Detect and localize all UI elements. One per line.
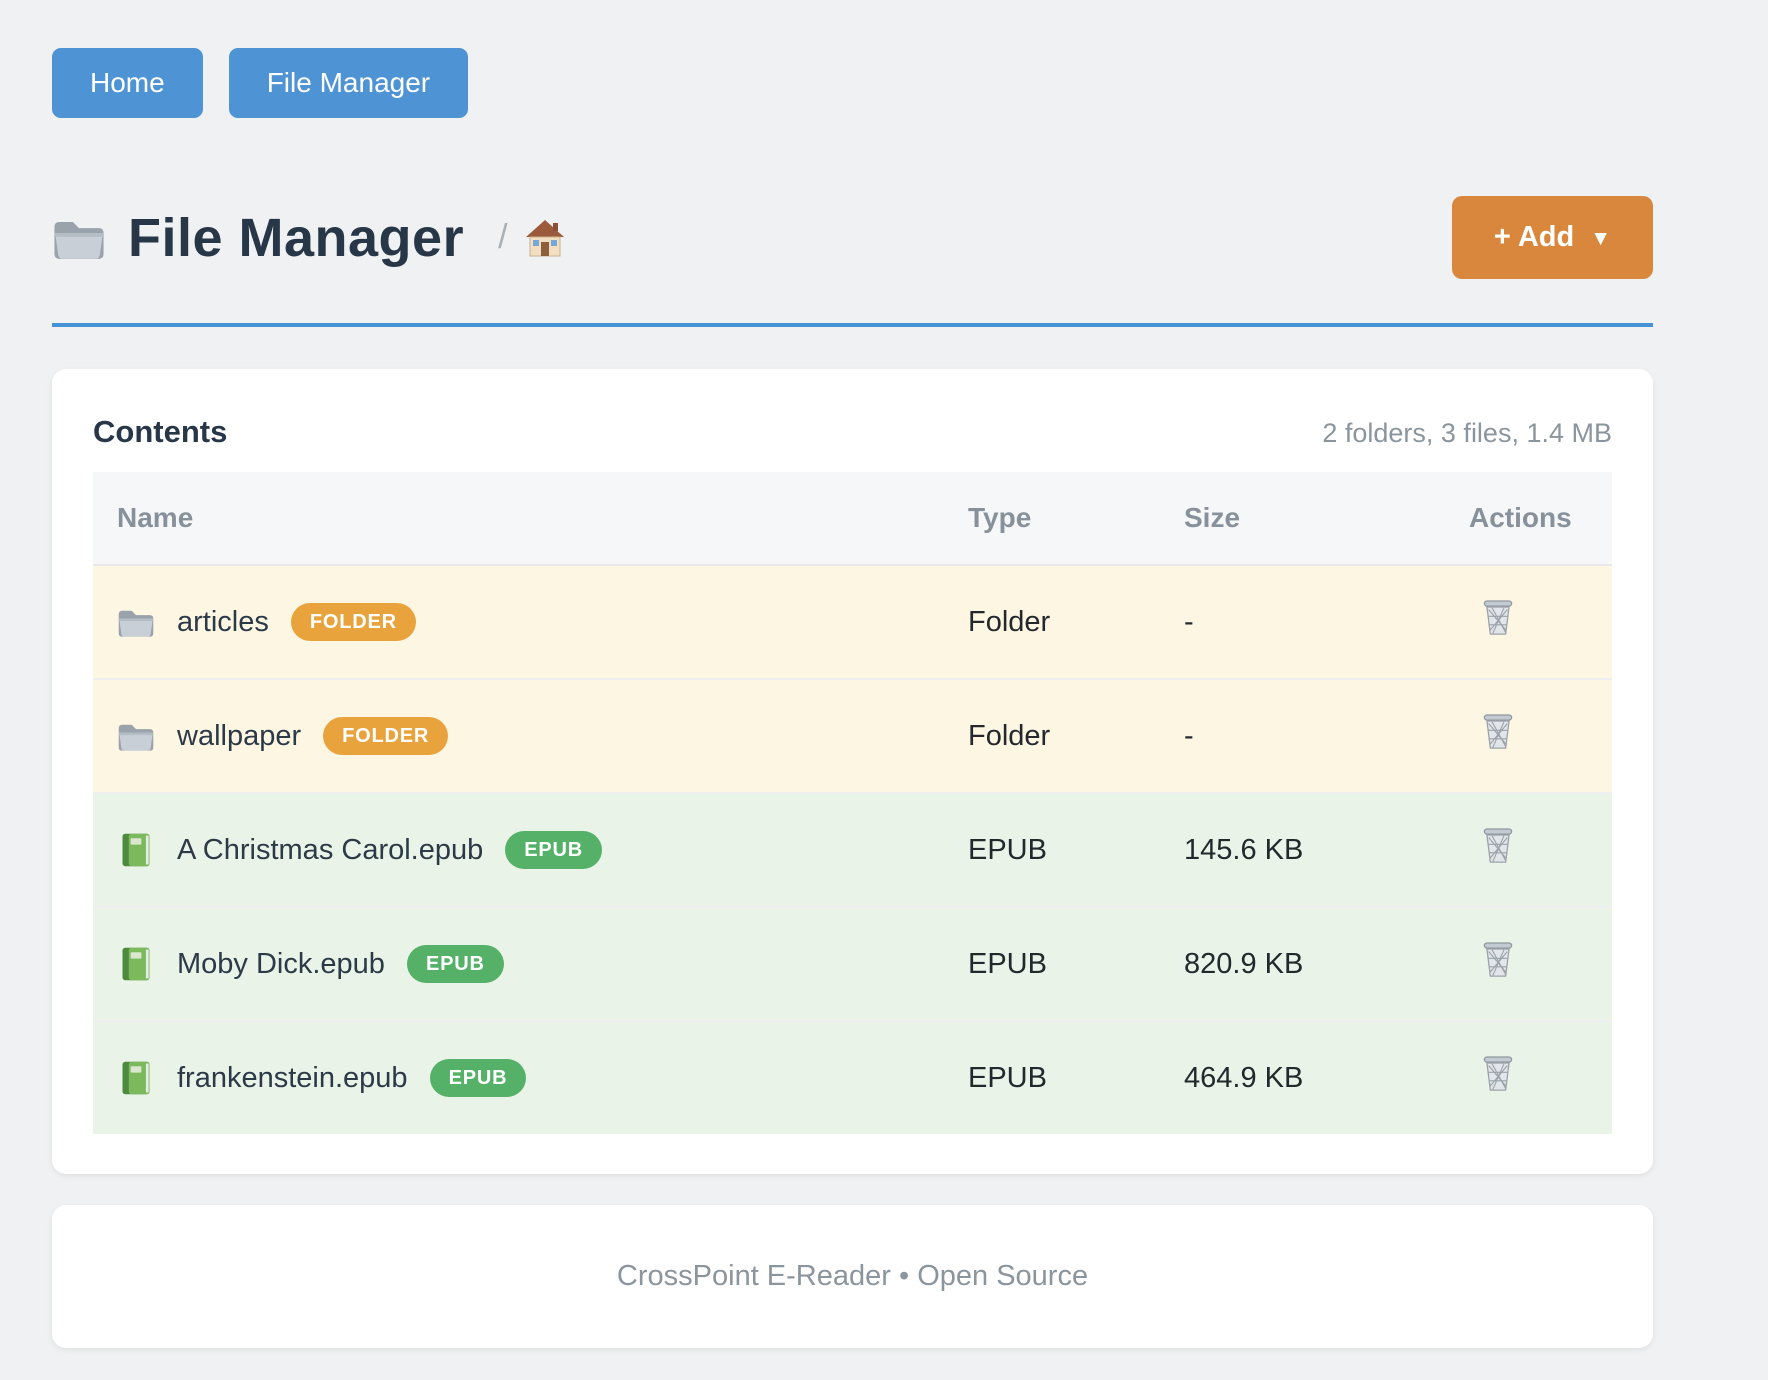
add-button[interactable]: + Add ▼ [1451, 196, 1653, 279]
header-divider [52, 323, 1653, 327]
delete-button[interactable] [1481, 827, 1515, 865]
contents-heading: Contents [93, 414, 228, 449]
cell-size: - [1184, 719, 1194, 752]
column-header-actions: Actions [1445, 472, 1612, 566]
cell-size: 464.9 KB [1184, 1061, 1304, 1094]
file-name-link[interactable]: articles [177, 605, 269, 638]
cell-actions [1445, 679, 1612, 793]
trash-icon [1483, 714, 1513, 749]
table-row[interactable]: articles FOLDER Folder - [93, 565, 1612, 679]
table-row[interactable]: Moby Dick.epub EPUB EPUB 820.9 KB [93, 907, 1612, 1021]
trash-icon [1483, 600, 1513, 635]
footer-text: CrossPoint E-Reader • Open Source [616, 1260, 1089, 1292]
caret-down-icon: ▼ [1590, 226, 1611, 250]
column-header-name: Name [93, 472, 944, 566]
footer: CrossPoint E-Reader • Open Source [52, 1205, 1653, 1348]
add-button-label: + Add [1493, 221, 1575, 253]
type-badge: EPUB [429, 1059, 527, 1097]
file-name-link[interactable]: frankenstein.epub [177, 1061, 408, 1094]
cell-size: - [1184, 605, 1194, 638]
contents-summary: 2 folders, 3 files, 1.4 MB [1322, 418, 1612, 448]
table-row[interactable]: A Christmas Carol.epub EPUB EPUB 145.6 K… [93, 793, 1612, 907]
file-table-body: articles FOLDER Folder - [93, 565, 1612, 1134]
page-title-group: File Manager / [52, 207, 566, 269]
delete-button[interactable] [1481, 713, 1515, 751]
breadcrumb-separator: / [498, 218, 508, 256]
cell-type: Folder [968, 719, 1051, 752]
contents-card-header: Contents 2 folders, 3 files, 1.4 MB [93, 414, 1612, 450]
cell-name: articles FOLDER [93, 565, 944, 679]
delete-button[interactable] [1481, 941, 1515, 979]
delete-button[interactable] [1481, 599, 1515, 637]
file-name-link[interactable]: Moby Dick.epub [177, 947, 385, 980]
breadcrumb: / [498, 218, 565, 258]
page: Home File Manager File Manager / + Add ▼… [52, 0, 1653, 1348]
cell-type: EPUB [968, 1061, 1047, 1094]
green-book-icon [122, 1061, 150, 1095]
type-badge: FOLDER [323, 717, 449, 755]
cell-type: EPUB [968, 833, 1047, 866]
green-book-icon [122, 833, 150, 867]
cell-actions [1445, 1021, 1612, 1134]
column-header-type: Type [944, 472, 1160, 566]
cell-name: A Christmas Carol.epub EPUB [93, 793, 944, 907]
column-header-size: Size [1160, 472, 1445, 566]
cell-type: EPUB [968, 947, 1047, 980]
file-table-header: Name Type Size Actions [93, 472, 1612, 566]
contents-card: Contents 2 folders, 3 files, 1.4 MB Name… [52, 369, 1653, 1174]
table-row[interactable]: wallpaper FOLDER Folder - [93, 679, 1612, 793]
cell-actions [1445, 907, 1612, 1021]
type-badge: EPUB [406, 945, 504, 983]
nav-home-button[interactable]: Home [52, 48, 203, 118]
type-badge: FOLDER [290, 603, 416, 641]
cell-name: wallpaper FOLDER [93, 679, 944, 793]
nav-file-manager-button[interactable]: File Manager [228, 48, 469, 118]
cell-name: Moby Dick.epub EPUB [93, 907, 944, 1021]
cell-size: 145.6 KB [1184, 833, 1304, 866]
table-row[interactable]: frankenstein.epub EPUB EPUB 464.9 KB [93, 1021, 1612, 1134]
cell-size: 820.9 KB [1184, 947, 1304, 980]
folder-icon [118, 610, 154, 637]
green-book-icon [122, 947, 150, 981]
cell-actions [1445, 565, 1612, 679]
folder-icon [118, 724, 154, 751]
cell-actions [1445, 793, 1612, 907]
trash-icon [1483, 942, 1513, 977]
home-icon[interactable] [524, 218, 566, 258]
page-title: File Manager [128, 207, 465, 268]
page-header: File Manager / + Add ▼ [52, 196, 1653, 279]
trash-icon [1483, 828, 1513, 863]
file-table: Name Type Size Actions articles [93, 472, 1612, 1134]
cell-type: Folder [968, 605, 1051, 638]
cell-name: frankenstein.epub EPUB [93, 1021, 944, 1134]
top-nav: Home File Manager [52, 0, 1653, 118]
trash-icon [1483, 1056, 1513, 1091]
delete-button[interactable] [1481, 1055, 1515, 1093]
type-badge: EPUB [505, 831, 603, 869]
file-name-link[interactable]: A Christmas Carol.epub [177, 833, 484, 866]
file-name-link[interactable]: wallpaper [177, 719, 302, 752]
folder-icon [54, 221, 104, 259]
